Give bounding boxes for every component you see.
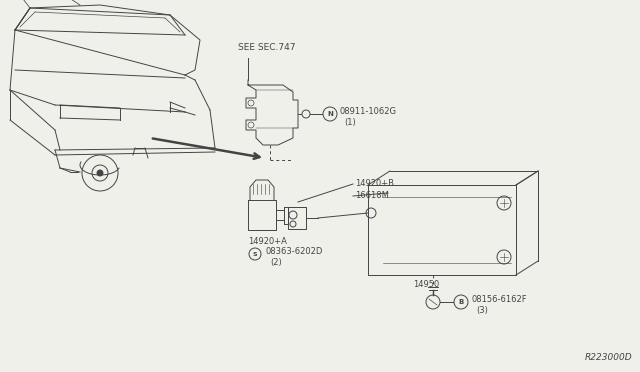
Text: 14920+A: 14920+A [248,237,287,246]
Circle shape [323,107,337,121]
Circle shape [454,295,468,309]
Text: N: N [327,112,333,118]
Text: SEE SEC.747: SEE SEC.747 [238,43,296,52]
Text: (1): (1) [344,118,356,126]
Text: 14950: 14950 [413,280,439,289]
Text: R223000D: R223000D [584,353,632,362]
Text: 08363-6202D: 08363-6202D [265,247,323,257]
Text: 16618M: 16618M [355,190,389,199]
Circle shape [97,170,103,176]
Text: 14920+B: 14920+B [355,179,394,187]
Text: S: S [253,252,257,257]
Text: B: B [458,299,463,305]
Circle shape [249,248,261,260]
Text: (3): (3) [476,305,488,314]
Text: (2): (2) [270,257,282,266]
Text: 08156-6162F: 08156-6162F [471,295,527,305]
Text: 08911-1062G: 08911-1062G [340,108,397,116]
